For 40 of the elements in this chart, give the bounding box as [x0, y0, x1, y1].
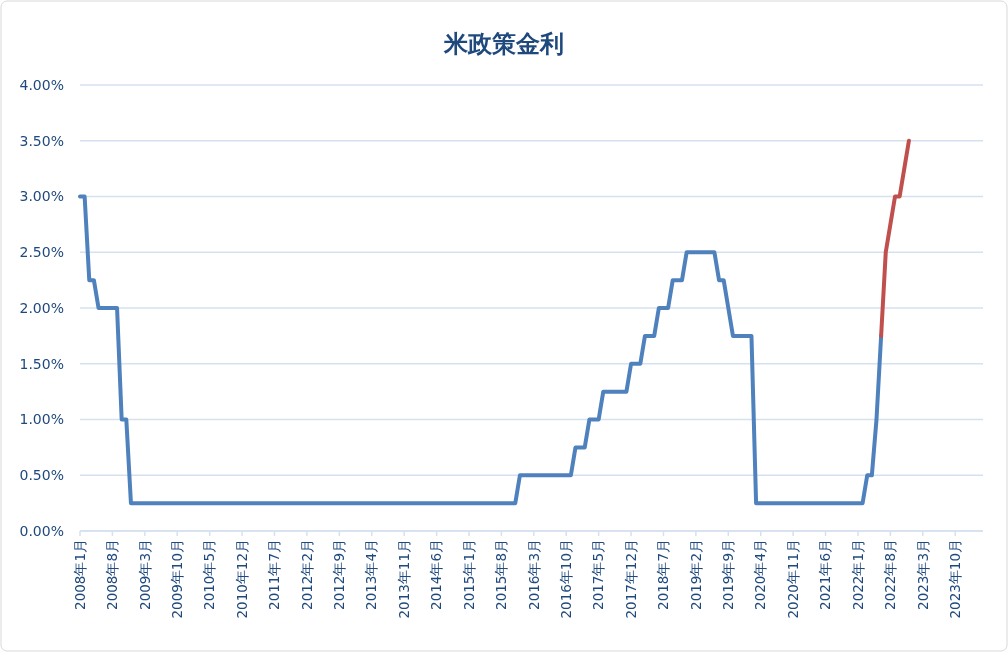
x-tick-label: 2017年5月	[590, 539, 607, 610]
y-tick-label: 2.50%	[19, 244, 64, 261]
line-series	[78, 194, 884, 506]
y-tick-label: 1.00%	[19, 411, 64, 428]
y-tick-label: 3.00%	[19, 188, 64, 205]
x-tick-label: 2019年9月	[720, 539, 737, 610]
x-tick-label: 2009年10月	[168, 539, 185, 619]
x-tick-label: 2014年6月	[428, 539, 445, 610]
x-tick-label: 2019年2月	[687, 539, 704, 610]
x-tick-label: 2020年11月	[784, 539, 801, 619]
x-tick-label: 2022年8月	[882, 539, 899, 610]
y-tick-label: 2.00%	[19, 299, 64, 316]
x-tick-label: 2013年11月	[395, 539, 412, 619]
x-tick-label: 2023年3月	[914, 539, 931, 610]
x-tick-label: 2012年9月	[331, 539, 348, 610]
x-tick-label: 2020年4月	[752, 539, 769, 610]
x-tick-label: 2021年6月	[817, 539, 834, 610]
x-tick-label: 2012年2月	[298, 539, 315, 610]
y-tick-label: 3.50%	[19, 132, 64, 149]
y-tick-label: 0.50%	[19, 467, 64, 484]
x-tick-label: 2018年7月	[655, 539, 672, 610]
chart-title: 米政策金利	[443, 30, 564, 58]
x-tick-label: 2008年8月	[104, 539, 121, 610]
x-tick-label: 2023年10月	[946, 539, 963, 619]
x-tick-label: 2009年3月	[136, 539, 153, 610]
x-tick-label: 2010年12月	[233, 539, 250, 619]
y-tick-label: 1.50%	[19, 355, 64, 372]
x-tick-label: 2008年1月	[71, 539, 88, 610]
y-tick-label: 4.00%	[19, 76, 64, 93]
line-series	[879, 138, 911, 338]
x-tick-label: 2016年3月	[525, 539, 542, 610]
x-tick-label: 2010年5月	[201, 539, 218, 610]
x-tick-label: 2011年7月	[266, 539, 283, 610]
x-tick-label: 2013年4月	[363, 539, 380, 610]
x-tick-label: 2022年1月	[849, 539, 866, 610]
x-tick-label: 2015年8月	[493, 539, 510, 610]
x-tick-label: 2017年12月	[622, 539, 639, 619]
y-tick-label: 0.00%	[19, 522, 64, 539]
x-tick-label: 2015年1月	[460, 539, 477, 610]
x-tick-label: 2016年10月	[557, 539, 574, 619]
